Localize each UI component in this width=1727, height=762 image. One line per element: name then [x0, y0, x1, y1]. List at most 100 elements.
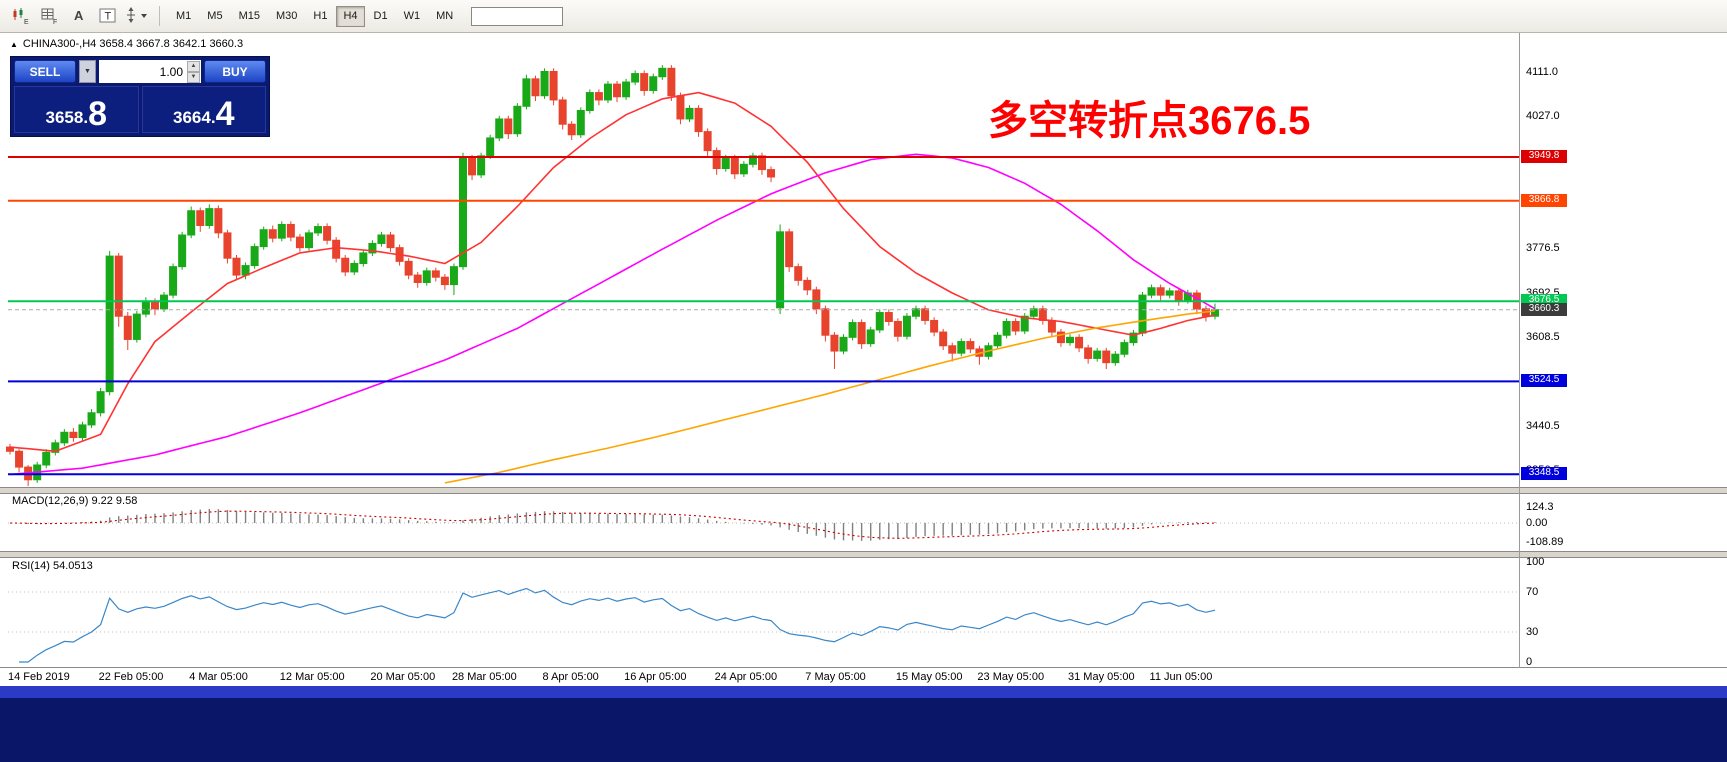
candle — [332, 239, 341, 259]
candle — [1102, 350, 1111, 364]
candle — [676, 95, 685, 120]
sell-price-main: 3658. — [45, 108, 89, 127]
candles-icon: E — [13, 8, 29, 25]
buy-button[interactable]: BUY — [204, 60, 266, 83]
timeframe-button-d1[interactable]: D1 — [367, 6, 395, 27]
candle — [930, 319, 939, 333]
candle — [839, 336, 848, 352]
svg-text:A: A — [74, 8, 84, 23]
toolbar-combobox[interactable] — [471, 6, 564, 26]
macd-header: MACD(12,26,9) 9.22 9.58 — [12, 495, 138, 507]
candle — [767, 169, 776, 178]
candle — [431, 270, 440, 278]
sell-price-pip: 8 — [88, 95, 107, 133]
time-axis-label: 23 May 05:00 — [977, 671, 1045, 683]
timeframe-button-m30[interactable]: M30 — [269, 6, 304, 27]
candle — [6, 446, 14, 452]
macd-axis-label: 124.3 — [1526, 501, 1554, 514]
candle — [640, 73, 649, 91]
grid-template-icon[interactable]: F — [36, 4, 63, 29]
candle — [295, 236, 304, 249]
chart-annotation-text: 多空转折点3676.5 — [988, 99, 1311, 143]
sell-button[interactable]: SELL — [14, 60, 76, 83]
candle — [748, 155, 757, 165]
rsi-header: RSI(14) 54.0513 — [12, 560, 93, 572]
macd-axis-label: 0.00 — [1526, 517, 1548, 529]
rsi-panel-layer — [8, 587, 1519, 663]
candle — [912, 308, 920, 317]
timeframe-button-m5[interactable]: M5 — [200, 6, 229, 27]
timeframe-button-m15[interactable]: M15 — [232, 6, 267, 27]
candle — [69, 431, 78, 439]
chevron-down-icon — [140, 14, 147, 18]
buy-price-display[interactable]: 3664. 4 — [141, 86, 266, 133]
candle — [794, 266, 803, 281]
time-axis-label: 31 May 05:00 — [1068, 671, 1135, 683]
candle — [486, 137, 495, 157]
timeframe-button-h4[interactable]: H4 — [336, 5, 365, 27]
candle — [386, 234, 395, 249]
hlines-layer — [8, 156, 1519, 476]
candle — [232, 257, 241, 276]
candle — [613, 83, 622, 98]
price-axis-label: 3608.5 — [1526, 331, 1560, 344]
volume-dropdown-button[interactable]: ▼ — [79, 60, 96, 83]
price-axis-label: 3440.5 — [1526, 419, 1560, 432]
candle — [739, 163, 748, 175]
buy-price-main: 3664. — [173, 108, 216, 127]
candle — [866, 329, 875, 345]
candle — [42, 451, 51, 466]
candle — [205, 208, 214, 227]
candle — [631, 73, 640, 83]
candle — [1129, 332, 1138, 344]
cursor-a-tool-icon[interactable]: A — [65, 4, 92, 29]
timeframe-button-w1[interactable]: W1 — [397, 6, 428, 27]
moving-averages-layer — [9, 91, 1216, 484]
ma-fast-line — [9, 91, 1216, 453]
collapse-trade-panel-icon[interactable]: ▲ — [10, 39, 18, 49]
candle — [721, 157, 730, 170]
candle — [576, 110, 585, 136]
candle — [1075, 336, 1084, 349]
macd-axis-label: -108.89 — [1526, 536, 1564, 548]
sell-price-display[interactable]: 3658. 8 — [14, 86, 139, 133]
text-tool-icon[interactable]: T — [94, 4, 121, 29]
candle — [359, 252, 368, 264]
candle — [857, 322, 866, 345]
scale-dropdown-icon[interactable] — [123, 4, 150, 29]
rsi-axis-label: 0 — [1526, 656, 1533, 668]
rsi-panel-splitter[interactable] — [0, 551, 1727, 558]
volume-field: ▲ ▼ — [99, 60, 201, 83]
price-axis-badge: 3866.8 — [1521, 193, 1567, 207]
candle — [948, 345, 957, 354]
volume-stepper: ▲ ▼ — [187, 61, 200, 83]
volume-input[interactable] — [99, 60, 201, 83]
rsi-line — [19, 587, 1216, 663]
candle — [966, 341, 975, 350]
candle — [567, 123, 576, 136]
candle — [603, 83, 612, 101]
candlestick-template-icon[interactable]: E — [7, 4, 34, 29]
scale-icon — [126, 7, 147, 23]
symbol-ohlc-label: CHINA300-,H4 3658.4 3667.8 3642.1 3660.3 — [22, 38, 244, 50]
candle — [304, 232, 313, 249]
volume-up-button[interactable]: ▲ — [187, 61, 200, 72]
timeframe-button-m1[interactable]: M1 — [169, 6, 198, 27]
timeframe-button-mn[interactable]: MN — [429, 6, 460, 27]
ma-mid-line — [9, 153, 1216, 476]
candle — [993, 334, 1002, 347]
rsi-axis-label: 100 — [1526, 556, 1545, 568]
candle — [730, 157, 739, 175]
volume-down-button[interactable]: ▼ — [187, 72, 200, 83]
bottom-strip — [0, 698, 1727, 762]
macd-panel-splitter[interactable] — [0, 487, 1727, 494]
candle — [875, 312, 884, 331]
svg-text:F: F — [53, 19, 57, 25]
candles-layer — [6, 65, 1219, 487]
candle — [323, 226, 332, 241]
candle — [141, 300, 150, 315]
timeframe-button-h1[interactable]: H1 — [306, 6, 334, 27]
time-axis-border — [0, 667, 1727, 668]
